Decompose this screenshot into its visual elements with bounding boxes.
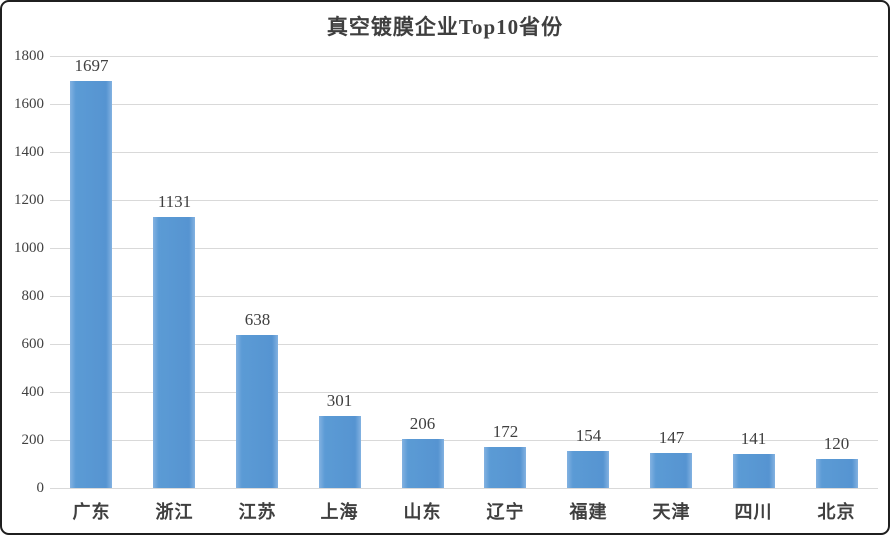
y-axis: 1800 1600 1400 1200 1000 800 600 400 200 0 bbox=[2, 48, 45, 496]
x-axis: 广东 浙江 江苏 上海 山东 辽宁 福建 天津 四川 北京 bbox=[50, 498, 878, 528]
x-axis-tick-label: 辽宁 bbox=[486, 502, 525, 522]
y-axis-tick-label: 1400 bbox=[14, 144, 44, 160]
x-axis-tick-label: 四川 bbox=[734, 502, 773, 522]
bar-value-label: 206 bbox=[409, 414, 436, 433]
gridline bbox=[50, 248, 878, 249]
y-axis-tick-label: 800 bbox=[21, 288, 45, 304]
bar-value-label: 172 bbox=[492, 422, 519, 441]
bar-辽宁 bbox=[484, 447, 526, 488]
y-axis-tick-label: 1000 bbox=[14, 240, 44, 256]
bar-value-label: 154 bbox=[575, 426, 602, 445]
bar-四川 bbox=[733, 454, 775, 488]
bar-value-label: 141 bbox=[740, 429, 767, 448]
x-axis-tick-label: 山东 bbox=[403, 502, 442, 522]
gridline bbox=[50, 296, 878, 297]
bar-value-label: 147 bbox=[658, 428, 685, 447]
bar-山东 bbox=[402, 439, 444, 488]
gridline bbox=[50, 440, 878, 441]
x-axis-tick-label: 江苏 bbox=[238, 502, 277, 522]
gridline bbox=[50, 488, 878, 489]
gridline bbox=[50, 200, 878, 201]
gridline bbox=[50, 344, 878, 345]
x-axis-tick-label: 天津 bbox=[652, 502, 691, 522]
y-axis-tick-label: 1600 bbox=[14, 96, 44, 112]
x-axis-tick-label: 北京 bbox=[817, 502, 856, 522]
x-axis-tick-label: 上海 bbox=[320, 502, 359, 522]
bar-value-label: 1131 bbox=[157, 192, 192, 211]
bar-福建 bbox=[567, 451, 609, 488]
x-axis-tick-label: 浙江 bbox=[155, 502, 194, 522]
bar-value-label: 301 bbox=[326, 391, 353, 410]
gridline bbox=[50, 392, 878, 393]
y-axis-tick-label: 0 bbox=[36, 480, 45, 496]
y-axis-tick-label: 1800 bbox=[14, 48, 44, 64]
bar-北京 bbox=[816, 459, 858, 488]
bar-上海 bbox=[319, 416, 361, 488]
plot-area: 1697 1131 638 301 206 172 154 147 141 120 bbox=[50, 56, 878, 489]
bar-浙江 bbox=[153, 217, 195, 488]
x-axis-tick-label: 福建 bbox=[569, 502, 608, 522]
y-axis-tick-label: 200 bbox=[21, 432, 45, 448]
gridline bbox=[50, 104, 878, 105]
bar-江苏 bbox=[236, 335, 278, 488]
y-axis-tick-label: 400 bbox=[21, 384, 45, 400]
bar-天津 bbox=[650, 453, 692, 488]
gridline bbox=[50, 56, 878, 57]
x-axis-tick-label: 广东 bbox=[72, 502, 111, 522]
y-axis-tick-label: 1200 bbox=[14, 192, 44, 208]
chart-title: 真空镀膜企业Top10省份 bbox=[326, 15, 564, 39]
bar-广东 bbox=[70, 81, 112, 488]
bar-value-label: 638 bbox=[244, 310, 271, 329]
bar-value-label: 120 bbox=[823, 434, 850, 453]
gridline bbox=[50, 152, 878, 153]
bar-value-label: 1697 bbox=[74, 56, 109, 75]
y-axis-tick-label: 600 bbox=[21, 336, 45, 352]
